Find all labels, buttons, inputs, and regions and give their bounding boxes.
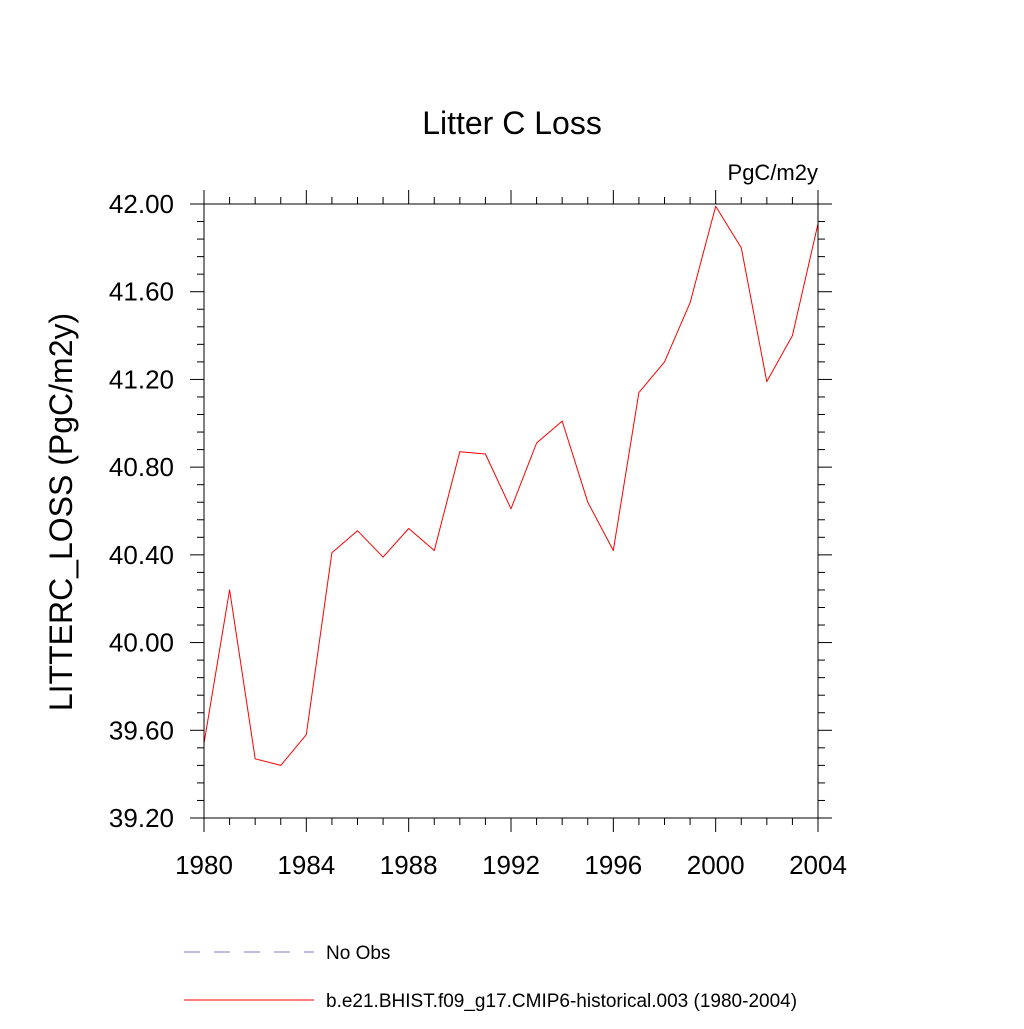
legend-label: No Obs <box>326 943 390 964</box>
y-tick-label: 40.00 <box>109 628 174 658</box>
x-tick-label: 1988 <box>380 850 438 880</box>
x-tick-label: 1980 <box>175 850 233 880</box>
major-ticks <box>190 190 832 832</box>
series-layer <box>203 205 819 766</box>
series-line <box>203 205 819 766</box>
y-tick-label: 39.60 <box>109 715 174 745</box>
y-tick-label: 40.40 <box>109 540 174 570</box>
minor-ticks <box>197 197 825 825</box>
x-tick-label: 2000 <box>687 850 745 880</box>
y-tick-label: 39.20 <box>109 803 174 833</box>
x-tick-labels: 1980 1984 1988 1992 1996 2000 2004 <box>175 850 847 880</box>
x-tick-label: 1992 <box>482 850 540 880</box>
chart-title: Litter C Loss <box>422 105 602 141</box>
x-tick-label: 2004 <box>789 850 847 880</box>
legend-label: b.e21.BHIST.f09_g17.CMIP6-historical.003… <box>326 991 797 1012</box>
y-tick-label: 40.80 <box>109 452 174 482</box>
x-tick-label: 1996 <box>584 850 642 880</box>
y-tick-label: 42.00 <box>109 189 174 219</box>
y-tick-label: 41.60 <box>109 277 174 307</box>
y-tick-label: 41.20 <box>109 364 174 394</box>
units-label: PgC/m2y <box>728 160 818 185</box>
x-tick-label: 1984 <box>277 850 335 880</box>
y-tick-labels: 39.20 39.60 40.00 40.40 40.80 41.20 41.60 42.00 <box>109 189 174 833</box>
y-axis-label: LITTERC_LOSS (PgC/m2y) <box>43 313 79 711</box>
legend: No Obs b.e21.BHIST.f09_g17.CMIP6-historic… <box>184 943 797 1012</box>
plot-frame <box>203 203 819 819</box>
